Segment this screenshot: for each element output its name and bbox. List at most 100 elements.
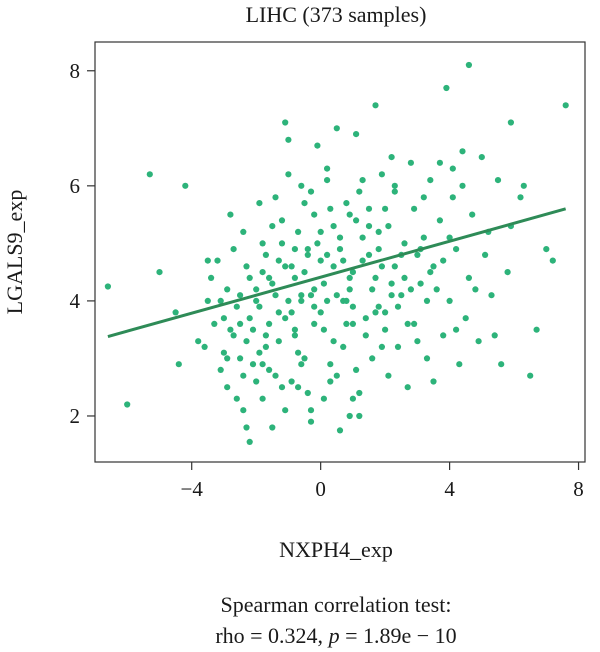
- scatter-point: [275, 309, 282, 316]
- scatter-point: [269, 424, 276, 431]
- scatter-point: [488, 292, 495, 299]
- scatter-point: [246, 274, 253, 281]
- scatter-point: [224, 355, 231, 362]
- scatter-point: [388, 280, 395, 287]
- scatter-point: [211, 320, 218, 327]
- scatter-point: [369, 286, 376, 293]
- x-axis-label: NXPH4_exp: [279, 537, 393, 562]
- stats-p-symbol: p: [327, 623, 340, 648]
- scatter-point: [230, 246, 237, 253]
- scatter-point: [282, 407, 289, 414]
- scatter-point: [423, 355, 431, 362]
- stats-p-value: = 1.89e − 10: [345, 623, 457, 648]
- scatter-point: [472, 286, 479, 293]
- scatter-point: [498, 361, 505, 368]
- scatter-point: [224, 286, 231, 293]
- scatter-point: [304, 251, 311, 258]
- scatter-point: [259, 395, 266, 402]
- scatter-point: [449, 194, 456, 201]
- scatter-point: [343, 200, 350, 207]
- scatter-point: [249, 361, 257, 368]
- scatter-point: [272, 292, 279, 299]
- scatter-point: [333, 125, 340, 132]
- scatter-point: [349, 395, 356, 402]
- scatter-point: [275, 257, 282, 264]
- scatter-point: [320, 395, 327, 402]
- scatter-point: [172, 309, 179, 316]
- scatter-point: [217, 366, 224, 373]
- scatter-point: [301, 355, 308, 362]
- scatter-point: [369, 355, 376, 362]
- y-tick-label: 2: [70, 404, 81, 428]
- scatter-point: [291, 246, 298, 253]
- scatter-point: [243, 424, 250, 431]
- scatter-point: [266, 274, 273, 281]
- scatter-point: [314, 240, 321, 247]
- scatter-point: [204, 257, 211, 264]
- scatter-point: [320, 280, 327, 287]
- scatter-point: [391, 263, 398, 270]
- scatter-point: [295, 349, 302, 356]
- scatter-point: [201, 343, 208, 350]
- scatter-point: [462, 315, 469, 322]
- scatter-point: [320, 326, 327, 333]
- scatter-point: [401, 274, 408, 281]
- scatter-point: [388, 292, 395, 299]
- scatter-point: [562, 102, 569, 109]
- scatter-point: [317, 257, 324, 264]
- scatter-point: [208, 274, 215, 281]
- scatter-point: [266, 320, 273, 327]
- scatter-point: [237, 320, 244, 327]
- scatter-point: [327, 378, 334, 385]
- scatter-point: [204, 297, 211, 304]
- scatter-point: [317, 228, 324, 235]
- scatter-point: [301, 269, 308, 276]
- scatter-point: [349, 320, 356, 327]
- scatter-point: [388, 154, 395, 161]
- scatter-point: [253, 378, 260, 385]
- scatter-point: [407, 159, 414, 166]
- y-tick-label: 4: [70, 289, 81, 313]
- scatter-point: [375, 228, 382, 235]
- scatter-point: [394, 303, 402, 310]
- scatter-point: [298, 361, 305, 368]
- y-tick-label: 8: [70, 59, 81, 83]
- scatter-point: [398, 292, 405, 299]
- scatter-point: [385, 372, 392, 379]
- scatter-point: [146, 171, 153, 178]
- scatter-point: [220, 315, 227, 322]
- scatter-point: [220, 349, 227, 356]
- scatter-point: [543, 246, 550, 253]
- data-points: [104, 61, 569, 445]
- scatter-point: [259, 361, 266, 368]
- scatter-point: [311, 320, 318, 327]
- scatter-point: [317, 309, 324, 316]
- scatter-point: [353, 217, 360, 224]
- scatter-point: [291, 332, 298, 339]
- scatter-point: [240, 407, 247, 414]
- scatter-point: [262, 343, 269, 350]
- scatter-point: [333, 372, 340, 379]
- scatter-point: [214, 257, 221, 264]
- scatter-point: [453, 246, 460, 253]
- scatter-point: [430, 263, 437, 270]
- scatter-point: [533, 326, 540, 333]
- scatter-point: [443, 84, 450, 92]
- scatter-point: [349, 303, 356, 310]
- scatter-point: [465, 61, 472, 69]
- scatter-point: [382, 309, 389, 316]
- scatter-point: [494, 177, 502, 184]
- scatter-point: [356, 389, 363, 397]
- scatter-point: [414, 338, 421, 345]
- stats-heading: Spearman correlation test:: [221, 592, 452, 617]
- scatter-point: [282, 315, 289, 322]
- scatter-point: [269, 280, 276, 287]
- scatter-point: [475, 338, 482, 345]
- scatter-point: [291, 274, 298, 281]
- scatter-point: [372, 309, 379, 316]
- scatter-point: [330, 263, 337, 270]
- scatter-point: [407, 286, 414, 293]
- scatter-point: [307, 292, 315, 299]
- scatter-point: [411, 205, 418, 212]
- scatter-point: [256, 200, 263, 207]
